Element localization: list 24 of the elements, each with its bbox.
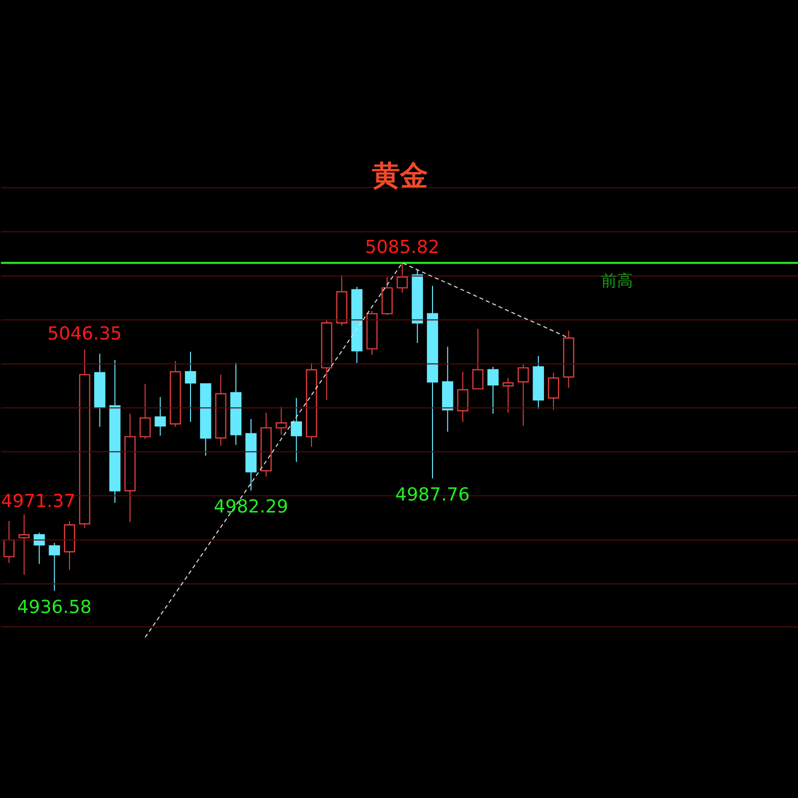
- candlestick: [396, 262, 408, 294]
- candlestick: [290, 397, 302, 462]
- candlestick: [548, 372, 560, 410]
- annotation: 4971.37: [1, 491, 76, 512]
- annotation: 4936.58: [17, 596, 92, 618]
- candlestick: [472, 328, 484, 390]
- candlestick: [34, 532, 45, 564]
- candlestick: [518, 363, 529, 426]
- candlestick: [154, 396, 166, 436]
- annotation: 5046.35: [47, 323, 122, 344]
- candlestick: [140, 383, 151, 440]
- ref-line-label: 前高: [601, 270, 633, 290]
- candlestick: [502, 377, 514, 414]
- annotation: 4987.76: [395, 484, 470, 506]
- chart-title: 黄金: [371, 159, 428, 192]
- candlestick: [184, 351, 196, 422]
- candlestick: [276, 406, 287, 436]
- candlestick: [18, 514, 30, 576]
- annotation: 5085.82: [365, 236, 440, 258]
- annotation: 4982.29: [214, 496, 288, 518]
- candlestick: [457, 371, 468, 422]
- candlestick: [48, 542, 60, 592]
- candlestick: [487, 366, 499, 414]
- candlestick: [3, 520, 15, 564]
